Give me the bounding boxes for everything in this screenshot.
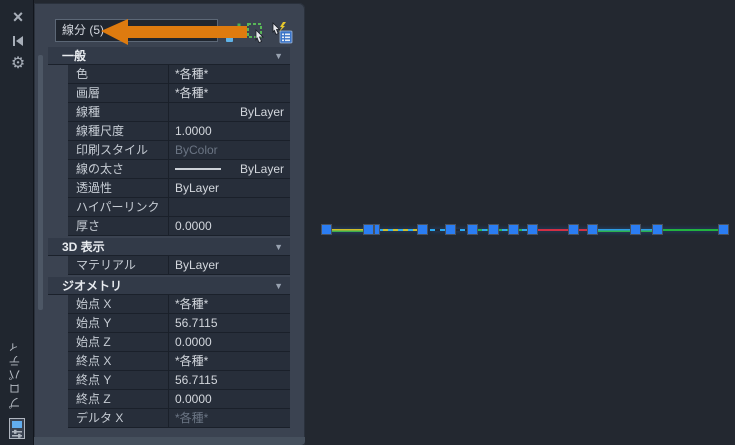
select-objects-icon[interactable]: [246, 22, 268, 44]
grip[interactable]: [363, 224, 374, 235]
property-row: マテリアル ByLayer: [68, 256, 290, 275]
property-row: 厚さ 0.0000: [68, 217, 290, 236]
property-row: 線の太さ ByLayer: [68, 160, 290, 179]
pickadd-toggle-icon[interactable]: [221, 22, 243, 44]
property-row: 終点 Y 56.7115: [68, 371, 290, 390]
property-grid: 一般 ▼ 色 *各種* 画層 *各種* 線種 ByLayer 線種尺度 1.0000 印刷スタイル B…: [48, 47, 290, 428]
property-label: 線の太さ: [76, 162, 125, 176]
property-value[interactable]: ByLayer: [168, 160, 290, 178]
property-value[interactable]: 56.7115: [168, 371, 290, 389]
property-label: 画層: [76, 86, 101, 100]
property-row: 印刷スタイル ByColor: [68, 141, 290, 160]
vertical-scrollbar-thumb[interactable]: [38, 55, 43, 310]
property-label: 始点 Y: [76, 316, 112, 330]
property-value[interactable]: ByLayer: [168, 256, 290, 274]
line-segment: [657, 229, 723, 231]
line-segment: [532, 229, 592, 231]
property-label: マテリアル: [76, 258, 136, 272]
property-value[interactable]: 56.7115: [168, 314, 290, 332]
lineweight-preview: [175, 168, 221, 170]
object-type-combobox[interactable]: 線分 (5): [55, 19, 218, 42]
grip[interactable]: [718, 224, 729, 235]
grip[interactable]: [568, 224, 579, 235]
palette-title: プロパティ: [8, 339, 22, 409]
property-value[interactable]: [168, 198, 290, 216]
property-value[interactable]: ByColor: [168, 141, 290, 159]
property-row: 透過性 ByLayer: [68, 179, 290, 198]
collapse-arrow-icon[interactable]: ▼: [274, 281, 283, 291]
property-label: 終点 Y: [76, 373, 112, 387]
property-value[interactable]: *各種*: [168, 352, 290, 370]
property-label: 色: [76, 67, 89, 81]
property-row: 終点 X *各種*: [68, 352, 290, 371]
property-row: 線種尺度 1.0000: [68, 122, 290, 141]
properties-palette-icon[interactable]: [6, 417, 28, 445]
section-header[interactable]: 一般 ▼: [48, 47, 290, 65]
property-value[interactable]: *各種*: [168, 65, 290, 83]
palette-titlebar: × ⚙ プロパティ: [0, 0, 34, 445]
property-value[interactable]: 0.0000: [168, 217, 290, 235]
close-icon[interactable]: ×: [12, 7, 24, 27]
property-row: 始点 Y 56.7115: [68, 314, 290, 333]
section-header[interactable]: 3D 表示 ▼: [48, 238, 290, 256]
property-label: 始点 Z: [76, 335, 111, 349]
property-label: 線種尺度: [76, 124, 125, 138]
property-row: 線種 ByLayer: [68, 103, 290, 122]
grip[interactable]: [488, 224, 499, 235]
section-header[interactable]: ジオメトリ ▼: [48, 277, 290, 295]
grip[interactable]: [652, 224, 663, 235]
grip[interactable]: [417, 224, 428, 235]
object-type-value: 線分 (5): [62, 23, 105, 37]
property-label: 透過性: [76, 181, 113, 195]
property-label: 厚さ: [76, 219, 101, 233]
line-segment: [592, 229, 657, 232]
property-row: デルタ X *各種*: [68, 409, 290, 428]
properties-palette: 線分 (5): [34, 3, 305, 445]
grip[interactable]: [527, 224, 538, 235]
property-label: デルタ X: [76, 411, 124, 425]
palette-bottom-edge: [34, 437, 305, 445]
grip[interactable]: [467, 224, 478, 235]
collapse-arrow-icon[interactable]: ▼: [274, 242, 283, 252]
grip[interactable]: [321, 224, 332, 235]
property-value[interactable]: ByLayer: [168, 179, 290, 197]
property-row: 終点 Z 0.0000: [68, 390, 290, 409]
property-label: 終点 Z: [76, 392, 111, 406]
line-segment: [368, 229, 420, 231]
grip[interactable]: [508, 224, 519, 235]
grip[interactable]: [445, 224, 456, 235]
property-row: 色 *各種*: [68, 65, 290, 84]
auto-hide-pin-icon[interactable]: [8, 31, 28, 51]
property-value[interactable]: 0.0000: [168, 333, 290, 351]
line-segment: [326, 229, 368, 232]
property-row: 始点 Z 0.0000: [68, 333, 290, 352]
property-row: ハイパーリンク: [68, 198, 290, 217]
property-label: 線種: [76, 105, 101, 119]
line-segment: [472, 229, 532, 231]
settings-gear-icon[interactable]: ⚙: [10, 55, 26, 72]
property-row: 画層 *各種*: [68, 84, 290, 103]
property-label: 始点 X: [76, 297, 112, 311]
quick-select-icon[interactable]: [271, 22, 293, 44]
property-label: ハイパーリンク: [76, 200, 160, 214]
property-label: 終点 X: [76, 354, 112, 368]
property-value[interactable]: *各種*: [168, 295, 290, 313]
property-value[interactable]: 1.0000: [168, 122, 290, 140]
property-value[interactable]: *各種*: [168, 409, 290, 427]
drawing-area[interactable]: [305, 0, 735, 445]
grip[interactable]: [630, 224, 641, 235]
property-label: 印刷スタイル: [76, 143, 149, 157]
property-row: 始点 X *各種*: [68, 295, 290, 314]
grip[interactable]: [374, 224, 380, 235]
grip[interactable]: [587, 224, 598, 235]
collapse-arrow-icon[interactable]: ▼: [274, 51, 283, 61]
property-value[interactable]: *各種*: [168, 84, 290, 102]
property-value[interactable]: 0.0000: [168, 390, 290, 408]
property-value[interactable]: ByLayer: [168, 103, 290, 121]
